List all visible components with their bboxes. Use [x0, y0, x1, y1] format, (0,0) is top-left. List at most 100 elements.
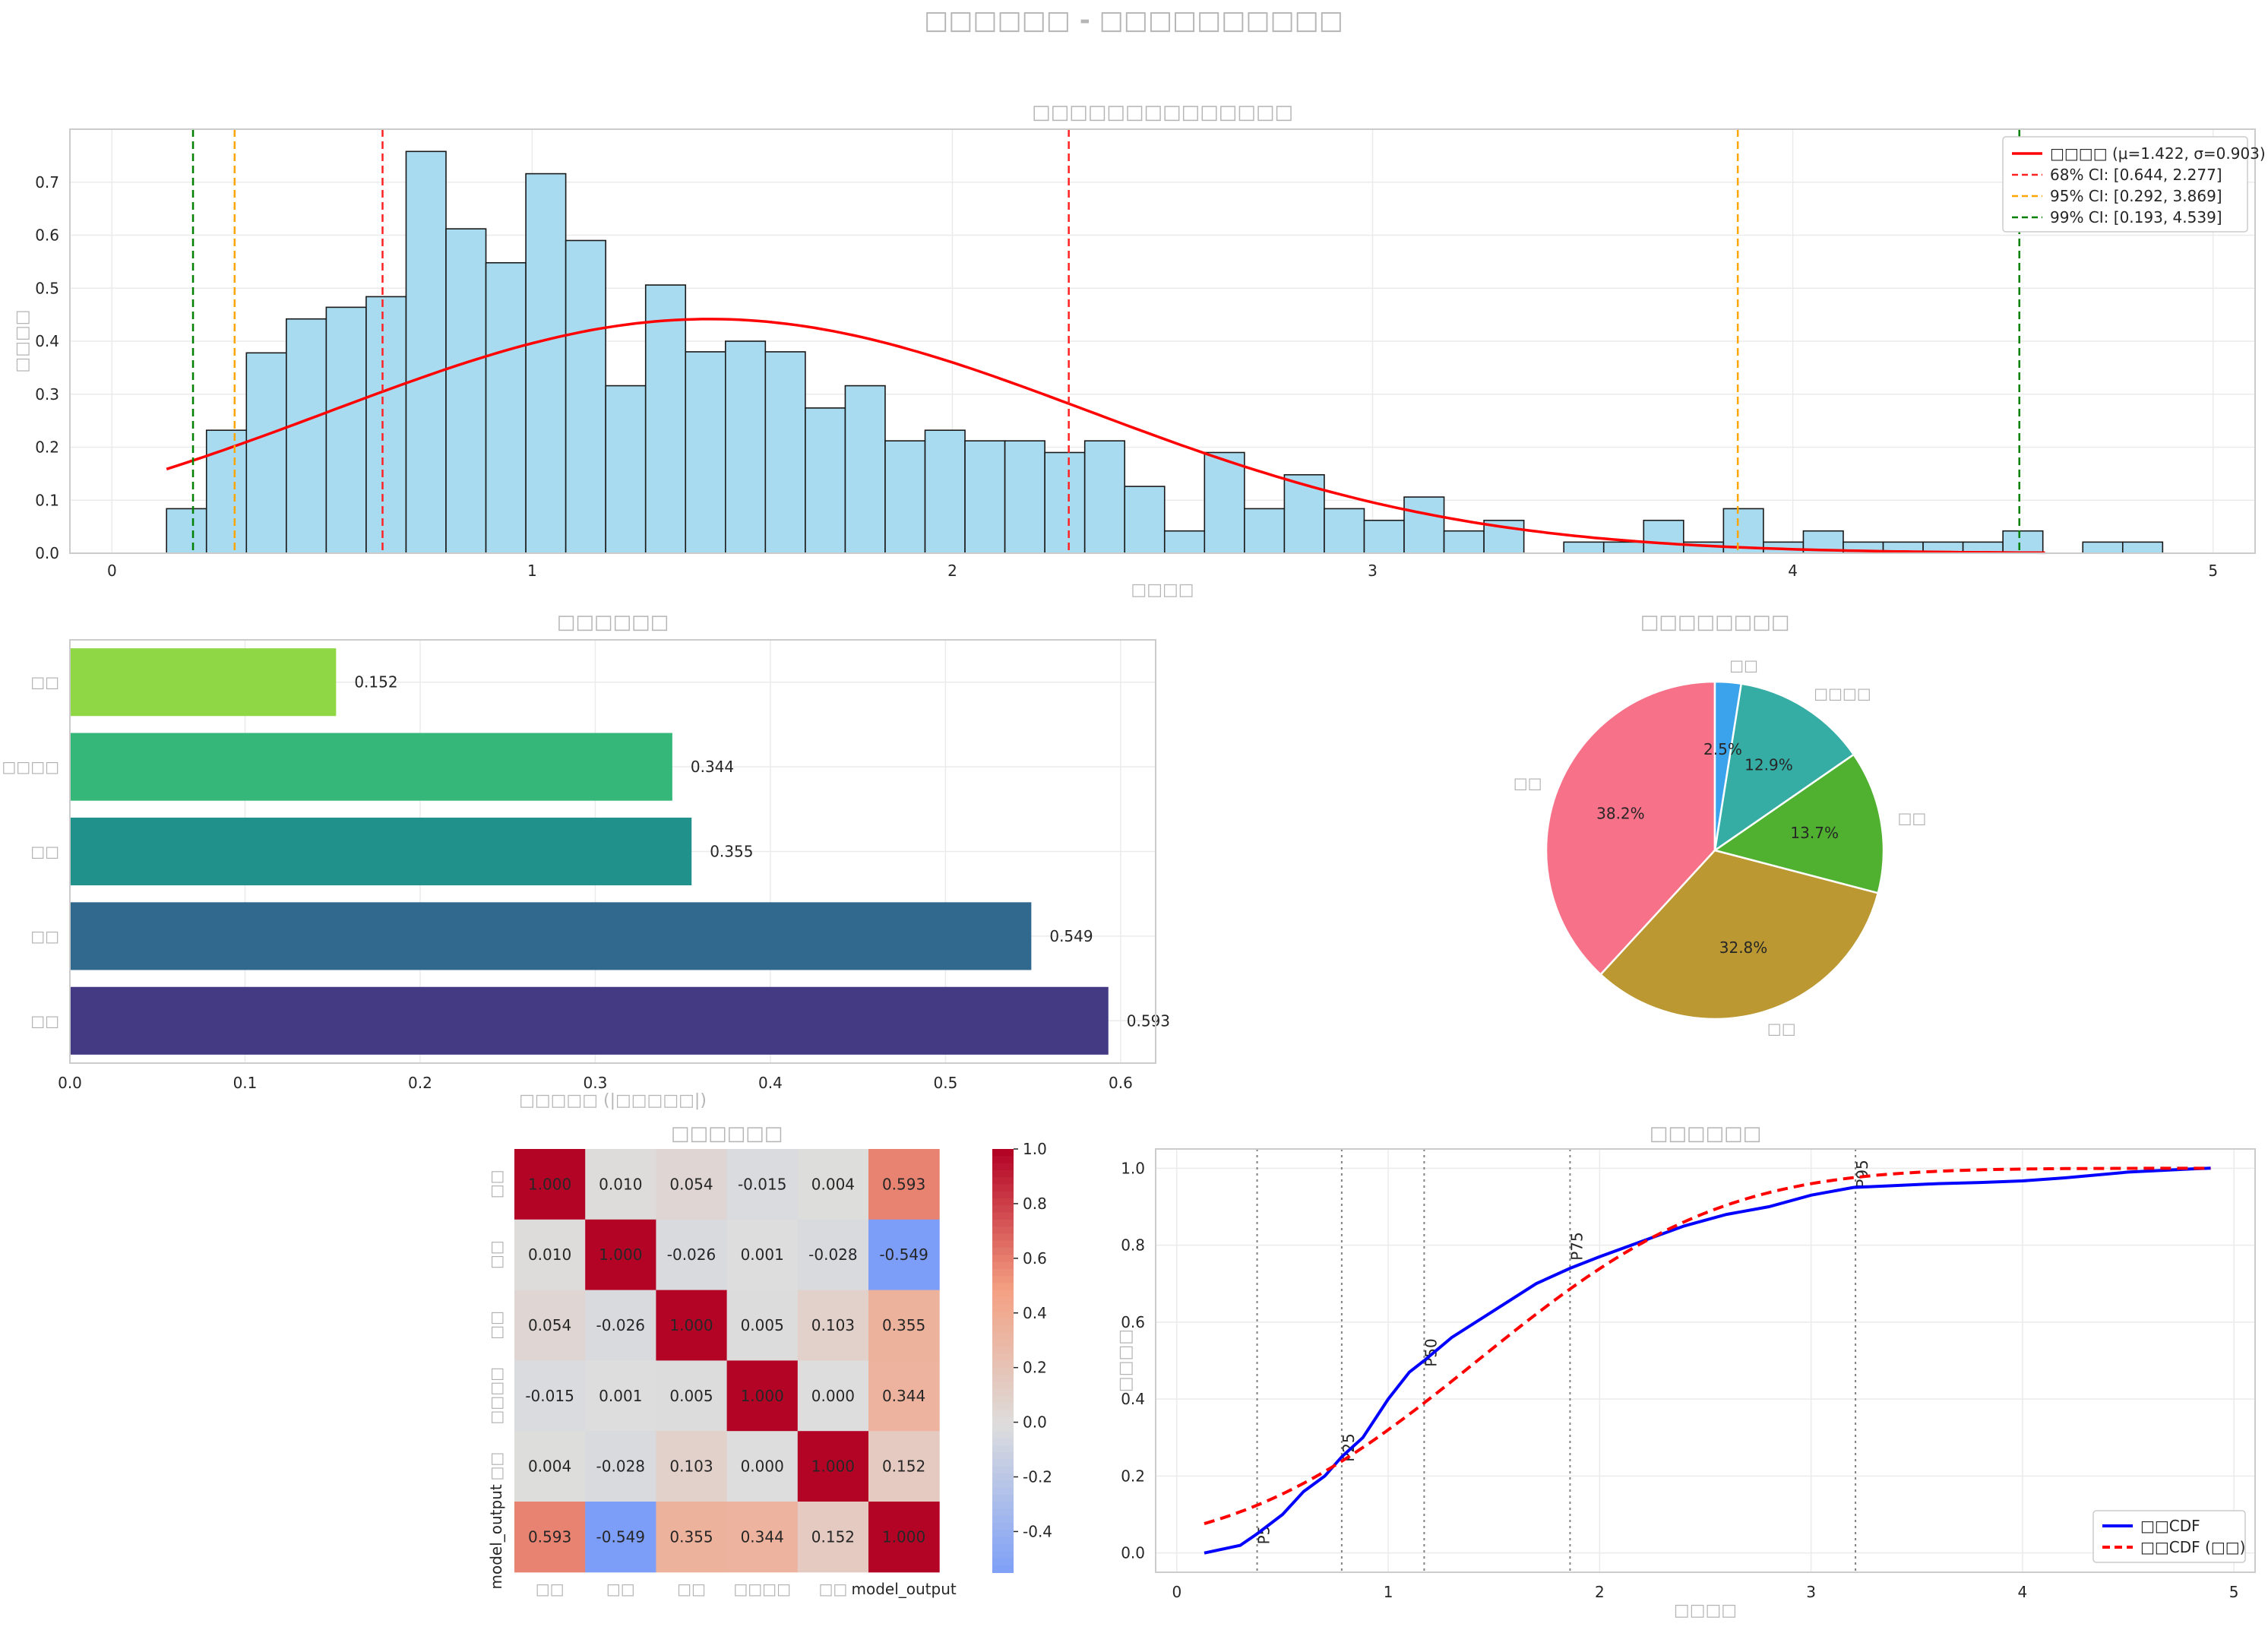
heatmap-row-label: □□ [487, 1311, 505, 1340]
heatmap-cell [868, 1290, 940, 1361]
heatmap-row-label: □□ [487, 1240, 505, 1269]
heatmap-cell [797, 1502, 869, 1573]
colorbar-tick-label: -0.4 [1023, 1522, 1052, 1540]
heatmap-cell-label: 1.000 [669, 1316, 713, 1334]
heatmap-cell-label: 0.152 [882, 1458, 925, 1476]
chart-title: □□□□□□□□ [1640, 611, 1790, 634]
heatmap-cell [656, 1431, 728, 1502]
histogram-bar [1124, 486, 1166, 554]
colorbar-tick-label: 0.8 [1023, 1195, 1047, 1213]
heatmap-cell-label: 0.593 [528, 1527, 571, 1546]
histogram-bar [1443, 530, 1485, 554]
pie-panel: □□□□□□□□ 38.2% □□ 32.8% □□ 13.7% □□ 12.9% □□□□ 2.… [1514, 611, 1927, 1037]
histogram-bar [805, 407, 846, 554]
colorbar-segment [992, 1494, 1014, 1503]
histogram-bar [1083, 440, 1126, 554]
heatmap-col-label: □□ [606, 1580, 635, 1598]
histogram-bar [525, 172, 567, 554]
heatmap-cell-label: 0.152 [811, 1527, 855, 1546]
heatmap-cell-label: 1.000 [528, 1175, 571, 1193]
colorbar-segment [992, 1515, 1014, 1524]
pie-slice [1545, 680, 1716, 976]
y-tick-label: 0.4 [35, 332, 59, 350]
histogram-bar [1004, 440, 1045, 554]
legend-label: □□□□ (μ=1.422, σ=0.903) [2050, 144, 2266, 163]
colorbar-segment [992, 1191, 1014, 1199]
x-tick-label: 0.3 [584, 1074, 608, 1092]
histogram-bar [445, 228, 487, 554]
colorbar-segment [992, 1276, 1014, 1284]
importance-bar [70, 817, 692, 886]
colorbar-segment [992, 1169, 1014, 1179]
colorbar-segment [992, 1205, 1014, 1214]
histogram-bar [245, 352, 287, 554]
heatmap-cell [585, 1290, 656, 1361]
heatmap-cell [514, 1290, 586, 1361]
heatmap-cell-label: 0.005 [669, 1387, 713, 1405]
heatmap-cell-label: 0.054 [528, 1316, 571, 1334]
heatmap-cell [514, 1360, 586, 1432]
colorbar-segment [992, 1416, 1014, 1426]
colorbar-segment [992, 1346, 1014, 1355]
colorbar-segment [992, 1184, 1014, 1192]
colorbar-segment [992, 1558, 1014, 1566]
colorbar-segment [992, 1332, 1014, 1340]
heatmap-cell-label: 0.054 [669, 1175, 713, 1193]
legend-label: 68% CI: [0.644, 2.277] [2050, 166, 2222, 184]
histogram-bar [1324, 508, 1365, 554]
colorbar-segment [992, 1543, 1014, 1552]
heatmap-col-label: model_output [851, 1580, 956, 1598]
heatmap-cell [797, 1290, 869, 1361]
x-tick-label: 4 [1788, 562, 1798, 580]
histogram-bar [365, 296, 407, 554]
colorbar-segment [992, 1325, 1014, 1334]
colorbar-segment [992, 1318, 1014, 1327]
heatmap-row-label: model_output [487, 1484, 505, 1589]
colorbar-tick-label: 0.2 [1023, 1359, 1047, 1377]
colorbar-segment [992, 1508, 1014, 1517]
histogram-bar [1363, 519, 1405, 554]
y-tick-label: 0.5 [35, 279, 59, 297]
heatmap-cell [868, 1360, 940, 1432]
histogram-bar [1163, 530, 1206, 554]
heatmap-cell [726, 1360, 799, 1432]
colorbar-tick-label: 0.4 [1023, 1304, 1047, 1322]
heatmap-cell-label: 0.344 [741, 1527, 784, 1546]
y-tick-label: 0.7 [35, 173, 59, 191]
colorbar-segment [992, 1212, 1014, 1220]
colorbar-segment [992, 1551, 1014, 1559]
x-tick-label: 1 [1384, 1583, 1393, 1601]
pie-category-label: □□ [1898, 809, 1927, 828]
x-tick-label: 0 [107, 562, 117, 580]
heatmap-row-label: □□ [487, 1452, 505, 1481]
x-tick-label: 1 [527, 562, 537, 580]
heatmap-cell [514, 1219, 586, 1291]
normal-fit-line [166, 318, 2045, 555]
pie-slice [1713, 680, 1743, 851]
colorbar-segment [992, 1473, 1014, 1482]
colorbar-segment [992, 1255, 1014, 1263]
x-tick-label: 0.6 [1109, 1074, 1133, 1092]
pie-category-label: □□ [1767, 1019, 1796, 1037]
colorbar-segment [992, 1459, 1014, 1467]
heatmap-cell-label: 0.103 [811, 1316, 855, 1334]
histogram-bar [884, 440, 926, 554]
empirical-cdf-line [1204, 1166, 2211, 1555]
x-tick-label: 5 [2208, 562, 2218, 580]
histogram-bar [166, 508, 207, 554]
pie-category-label: □□□□ [1814, 684, 1871, 702]
colorbar-segment [992, 1431, 1014, 1439]
colorbar-segment [992, 1296, 1014, 1306]
colorbar-segment [992, 1156, 1014, 1164]
histogram-bar [2002, 530, 2044, 554]
y-tick-label: 0.1 [35, 491, 59, 509]
colorbar-segment [992, 1382, 1014, 1390]
colorbar-segment [992, 1247, 1014, 1256]
histogram-bar [565, 239, 606, 554]
heatmap-col-label: □□□□ [733, 1580, 791, 1598]
histogram-bar [1044, 451, 1086, 554]
colorbar-segment [992, 1163, 1014, 1171]
heatmap-cell [797, 1360, 869, 1432]
colorbar-segment [992, 1367, 1014, 1376]
heatmap-cell-label: 1.000 [882, 1527, 925, 1546]
